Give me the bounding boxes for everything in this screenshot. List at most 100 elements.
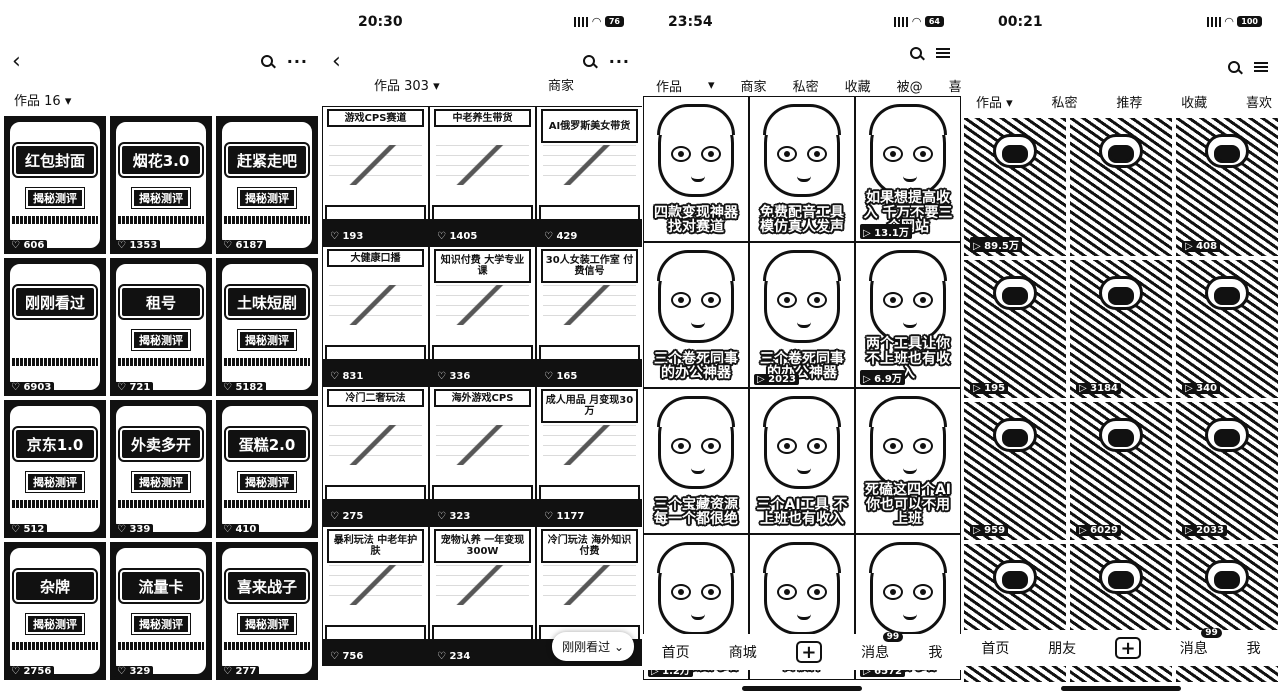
card-caption: 三个卷死同事的办公神器 [654,350,738,382]
tab-1[interactable]: 商家 [740,80,767,95]
video-card[interactable]: 如果想提高收入 千万不要三个网站▷ 13.1万 [855,96,961,242]
cartoon-face [657,250,735,343]
tab-1[interactable]: 私密 [1052,92,1078,111]
more-icon[interactable]: ··· [286,51,308,71]
nav-item-0[interactable]: 首页 [661,645,690,661]
video-card[interactable]: ▷ 408 [1174,116,1280,258]
video-card[interactable]: 两个工具让你不上班也有收入 ▷ 6.9万 [855,242,961,388]
video-card[interactable]: 三个AI工具 不上班也有收入 [749,388,855,534]
video-card[interactable]: 死磕这四个AI 你也可以不用上班 [855,388,961,534]
back-icon[interactable]: ‹ [332,48,341,74]
play-count-value: 6.9万 [874,374,902,385]
nav-item-4[interactable]: 我 [928,645,943,661]
card-title: 大健康口播 [327,249,424,267]
card-thumbnail [543,425,636,465]
cartoon-face [763,542,841,635]
search-icon[interactable] [582,55,595,67]
video-card[interactable]: 海外游戏CPS ♡ 323 [429,386,536,526]
video-card[interactable]: 游戏CPS赛道 ♡ 193 [322,106,429,246]
like-count-value: 512 [23,524,45,535]
video-card[interactable]: 30人女装工作室 付费信号 ♡ 165 [536,246,642,386]
video-card[interactable]: 土味短剧 揭秘测评 ♡ 5182 [214,256,320,398]
video-card[interactable]: 暴利玩法 中老年护肤 ♡ 756 [322,526,429,666]
tab-works[interactable]: 作品 16 ▾ [14,94,72,109]
nav-item-1[interactable]: 商城 [728,645,757,661]
cartoon-face [657,542,735,635]
video-card[interactable]: 烟花3.0 揭秘测评 ♡ 1353 [108,114,214,256]
video-card[interactable]: 三个宝藏资源 每一个都很绝 [643,388,749,534]
nav-item-messages[interactable]: 消息 99 [861,632,904,662]
video-card[interactable]: ▷ 89.5万 [962,116,1068,258]
tab-4[interactable]: 被@ [896,80,923,95]
nav-item-messages[interactable]: 消息 99 [1180,628,1222,658]
video-card[interactable]: 京东1.0 揭秘测评 ♡ 512 [2,398,108,540]
card-frame [10,548,100,674]
search-icon[interactable] [260,55,273,67]
card-title: 红包封面 [12,142,98,178]
search-icon[interactable] [1228,61,1240,73]
video-card[interactable]: 赶紧走吧 揭秘测评 ♡ 6187 [214,114,320,256]
tab-2[interactable]: 私密 [792,80,819,95]
video-card[interactable]: AI俄罗斯美女带货 ♡ 429 [536,106,642,246]
video-card[interactable]: 大健康口播 ♡ 831 [322,246,429,386]
video-card[interactable]: 宠物认养 一年变现300W ♡ 234 [429,526,536,666]
search-icon[interactable] [910,47,922,59]
video-card[interactable] [1068,116,1174,258]
home-indicator [1061,686,1181,691]
video-card[interactable]: ▷ 2033 [1174,400,1280,542]
video-card[interactable]: ▷ 6029 [1068,400,1174,542]
video-card[interactable]: 刚刚看过 ♡ 6903 [2,256,108,398]
card-title: 知识付费 大学专业课 [434,249,531,283]
tab-3[interactable]: 收藏 [844,80,871,95]
menu-icon[interactable] [1254,62,1268,72]
create-button[interactable]: + [795,641,822,663]
video-card[interactable]: 免费配音工具 模仿真人发声 [749,96,855,242]
more-icon[interactable]: ··· [608,51,630,71]
recently-viewed-button[interactable]: 刚刚看过 ⌄ [552,632,634,661]
play-count: ▷ 6029 [1076,525,1122,536]
tab-0[interactable]: 作品 ▾ [976,92,1013,111]
video-card[interactable]: 租号 揭秘测评 ♡ 721 [108,256,214,398]
tab-5[interactable]: 喜 [948,80,962,95]
card-caption: 三个AI工具 不上班也有收入 [756,496,848,528]
video-card[interactable]: 成人用品 月变现30万 ♡ 1177 [536,386,642,526]
video-card[interactable]: 三个卷死同事的办公神器 ▷ 2023 [749,242,855,388]
card-caption: 四款变现神器 找对赛道 [654,204,738,236]
back-icon[interactable]: ‹ [12,48,21,74]
eye [701,584,721,600]
eye [701,438,721,454]
menu-icon[interactable] [936,48,950,58]
video-card[interactable]: ▷ 195 [962,258,1068,400]
heart-icon: ♡ [437,371,450,382]
nav-item-1[interactable]: 朋友 [1048,641,1077,657]
chevron-down-icon: ▾ [1002,96,1013,111]
video-card[interactable]: 红包封面 揭秘测评 ♡ 606 [2,114,108,256]
video-card[interactable]: 喜来战子 揭秘测评 ♡ 277 [214,540,320,682]
video-card[interactable]: ▷ 340 [1174,258,1280,400]
tab-0[interactable]: 作品 [656,80,683,95]
video-card[interactable]: 四款变现神器 找对赛道 [643,96,749,242]
tab-works[interactable]: 作品 303 ▾ [374,78,440,94]
video-card[interactable]: ▷ 959 [962,400,1068,542]
video-card[interactable]: ▷ 3184 [1068,258,1174,400]
cartoon-face [869,250,947,343]
video-card[interactable]: 冷门二奢玩法 ♡ 275 [322,386,429,526]
video-card[interactable]: 中老养生带货 ♡ 1405 [429,106,536,246]
video-card[interactable]: 两个让你 搞钱了的网站▷ 6572 [855,534,961,680]
play-icon: ▷ [1079,383,1091,394]
card-title: 外卖多开 [118,426,204,462]
card-caption: 死磕这四个AI 你也可以不用上班 [864,481,952,528]
video-card[interactable]: 杂牌 揭秘测评 ♡ 2756 [2,540,108,682]
create-button[interactable]: + [1114,637,1141,659]
video-card[interactable]: 外卖多开 揭秘测评 ♡ 339 [108,398,214,540]
video-card[interactable]: 蛋糕2.0 揭秘测评 ♡ 410 [214,398,320,540]
video-card[interactable]: 流量卡 揭秘测评 ♡ 329 [108,540,214,682]
tab-4[interactable]: 喜欢 [1246,92,1272,111]
nav-item-4[interactable]: 我 [1246,641,1261,657]
tab-shop[interactable]: 商家 [548,78,575,94]
video-card[interactable]: 知识付费 大学专业课 ♡ 336 [429,246,536,386]
tab-2[interactable]: 推荐 [1116,92,1142,111]
nav-item-0[interactable]: 首页 [981,641,1010,657]
video-card[interactable]: 三个卷死同事的办公神器 [643,242,749,388]
tab-3[interactable]: 收藏 [1181,92,1207,111]
